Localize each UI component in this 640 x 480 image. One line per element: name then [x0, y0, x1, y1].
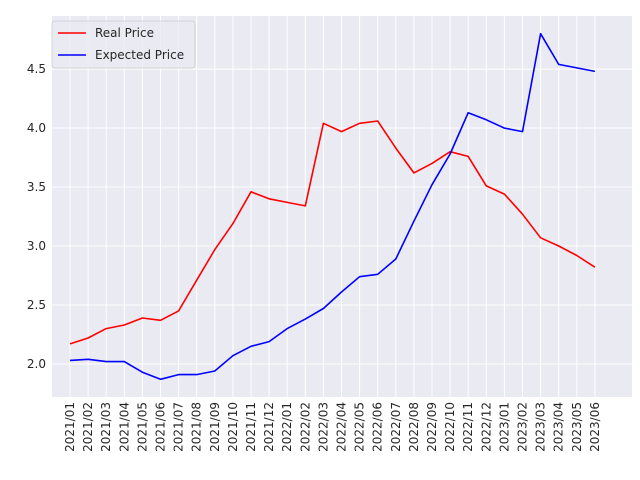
x-tick-labels: 2021/01 2021/02 2021/03 2021/04 2021/05 2021/…: [63, 402, 602, 452]
legend: Real Price Expected Price: [51, 20, 196, 69]
x-tick-label: 2023/02: [516, 402, 530, 452]
x-tick-label: 2021/09: [208, 402, 222, 452]
x-tick-label: 2022/01: [280, 402, 294, 452]
x-tick-label: 2022/09: [425, 402, 439, 452]
x-tick-label: 2022/05: [353, 402, 367, 452]
x-tick-label: 2022/03: [316, 402, 330, 452]
x-tick-label: 2021/05: [135, 402, 149, 452]
x-tick-label: 2022/12: [479, 402, 493, 452]
x-tick-label: 2022/10: [443, 402, 457, 452]
y-tick-label: 4.0: [27, 121, 46, 135]
legend-label-real-price: Real Price: [95, 26, 154, 40]
series-line-real-price: [69, 120, 596, 345]
series-lines: [69, 32, 596, 381]
x-tick-label: 2023/01: [497, 402, 511, 452]
x-tick-label: 2022/07: [389, 402, 403, 452]
x-tick-label: 2021/07: [172, 402, 186, 452]
x-tick-label: 2023/05: [570, 402, 584, 452]
x-tick-label: 2023/03: [534, 402, 548, 452]
x-tick-label: 2022/08: [407, 402, 421, 452]
x-tick-label: 2021/02: [81, 402, 95, 452]
x-tick-label: 2023/04: [552, 402, 566, 452]
x-tick-label: 2021/03: [99, 402, 113, 452]
x-tick-label: 2023/06: [588, 402, 602, 452]
x-tick-label: 2022/02: [298, 402, 312, 452]
y-tick-labels: 2.0 2.5 3.0 3.5 4.0 4.5: [27, 62, 46, 371]
x-tick-label: 2022/11: [461, 402, 475, 452]
x-tick-label: 2021/06: [154, 402, 168, 452]
series-line-expected-price: [69, 32, 596, 381]
grid-lines: [52, 16, 632, 397]
x-tick-label: 2021/10: [226, 402, 240, 452]
y-tick-label: 3.5: [27, 180, 46, 194]
x-tick-label: 2021/01: [63, 402, 77, 452]
y-tick-label: 3.0: [27, 239, 46, 253]
x-tick-label: 2021/11: [244, 402, 258, 452]
legend-label-expected-price: Expected Price: [95, 48, 184, 62]
x-tick-label: 2022/04: [335, 402, 349, 452]
x-tick-label: 2021/04: [117, 402, 131, 452]
x-tick-label: 2021/12: [262, 402, 276, 452]
x-tick-label: 2021/08: [190, 402, 204, 452]
x-tick-label: 2022/06: [371, 402, 385, 452]
y-tick-label: 2.0: [27, 357, 46, 371]
y-tick-label: 2.5: [27, 298, 46, 312]
y-tick-label: 4.5: [27, 62, 46, 76]
legend-box: [51, 20, 196, 69]
